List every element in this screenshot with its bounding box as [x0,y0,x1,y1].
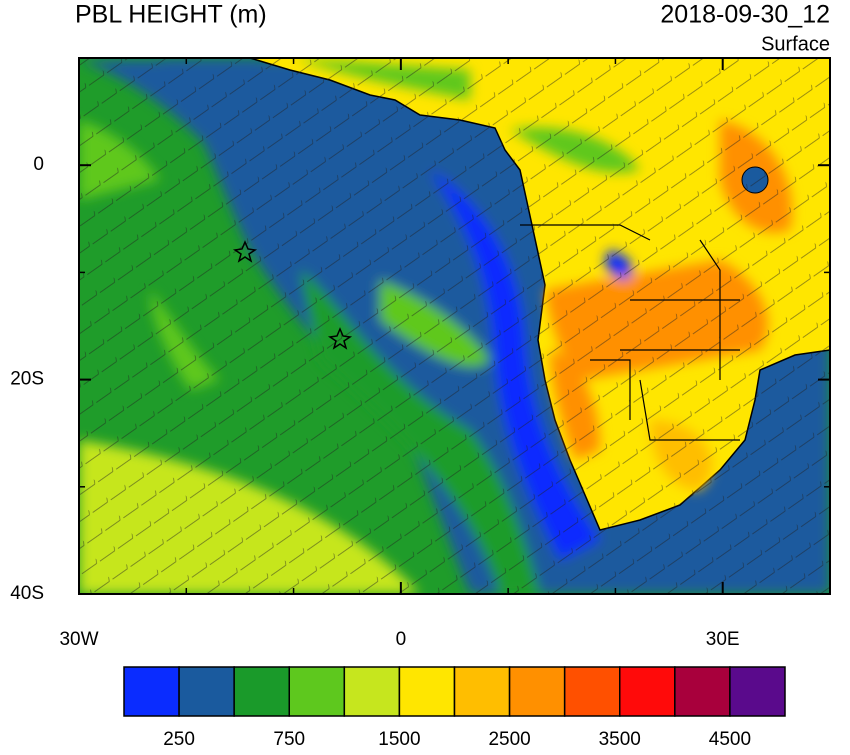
y-tick-label: 0 [33,154,44,175]
x-tick-label: 0 [396,629,407,650]
station-star [327,327,353,350]
colorbar-box [178,666,235,717]
colorbar-box [674,666,731,717]
colorbar-box [398,666,456,717]
colorbar: 250 750 1500 2500 3500 4500 [123,666,786,750]
colorbar-label: 750 [273,729,305,750]
y-tick-label: 40S [10,583,44,604]
colorbar-box [563,666,621,717]
level-label: Surface [761,33,830,55]
colorbar-box [288,666,346,717]
colorbar-label: 250 [163,729,195,750]
colorbar-label: 1500 [378,729,420,750]
colorbar-label: 2500 [488,729,530,750]
colorbar-box [453,666,511,717]
x-tick-label: 30W [59,629,98,650]
title: PBL HEIGHT (m) [75,1,267,29]
colorbar-box [619,666,676,717]
map-field [79,58,830,594]
colorbar-box [233,666,291,717]
plot-frame [78,57,831,595]
axes: 30W 0 30E 0 20S 40S [10,57,831,650]
x-tick-label: 30E [706,629,740,650]
colorbar-label: 3500 [599,729,641,750]
y-tick-label: 20S [10,369,44,390]
station-star [232,240,258,263]
colorbar-box [123,666,180,717]
colorbar-box [729,666,786,717]
colorbar-label: 4500 [709,729,751,750]
colorbar-box [343,666,401,717]
colorbar-box [508,666,566,717]
valid-time: 2018-09-30_12 [660,1,830,29]
wind-barbs [79,58,830,594]
